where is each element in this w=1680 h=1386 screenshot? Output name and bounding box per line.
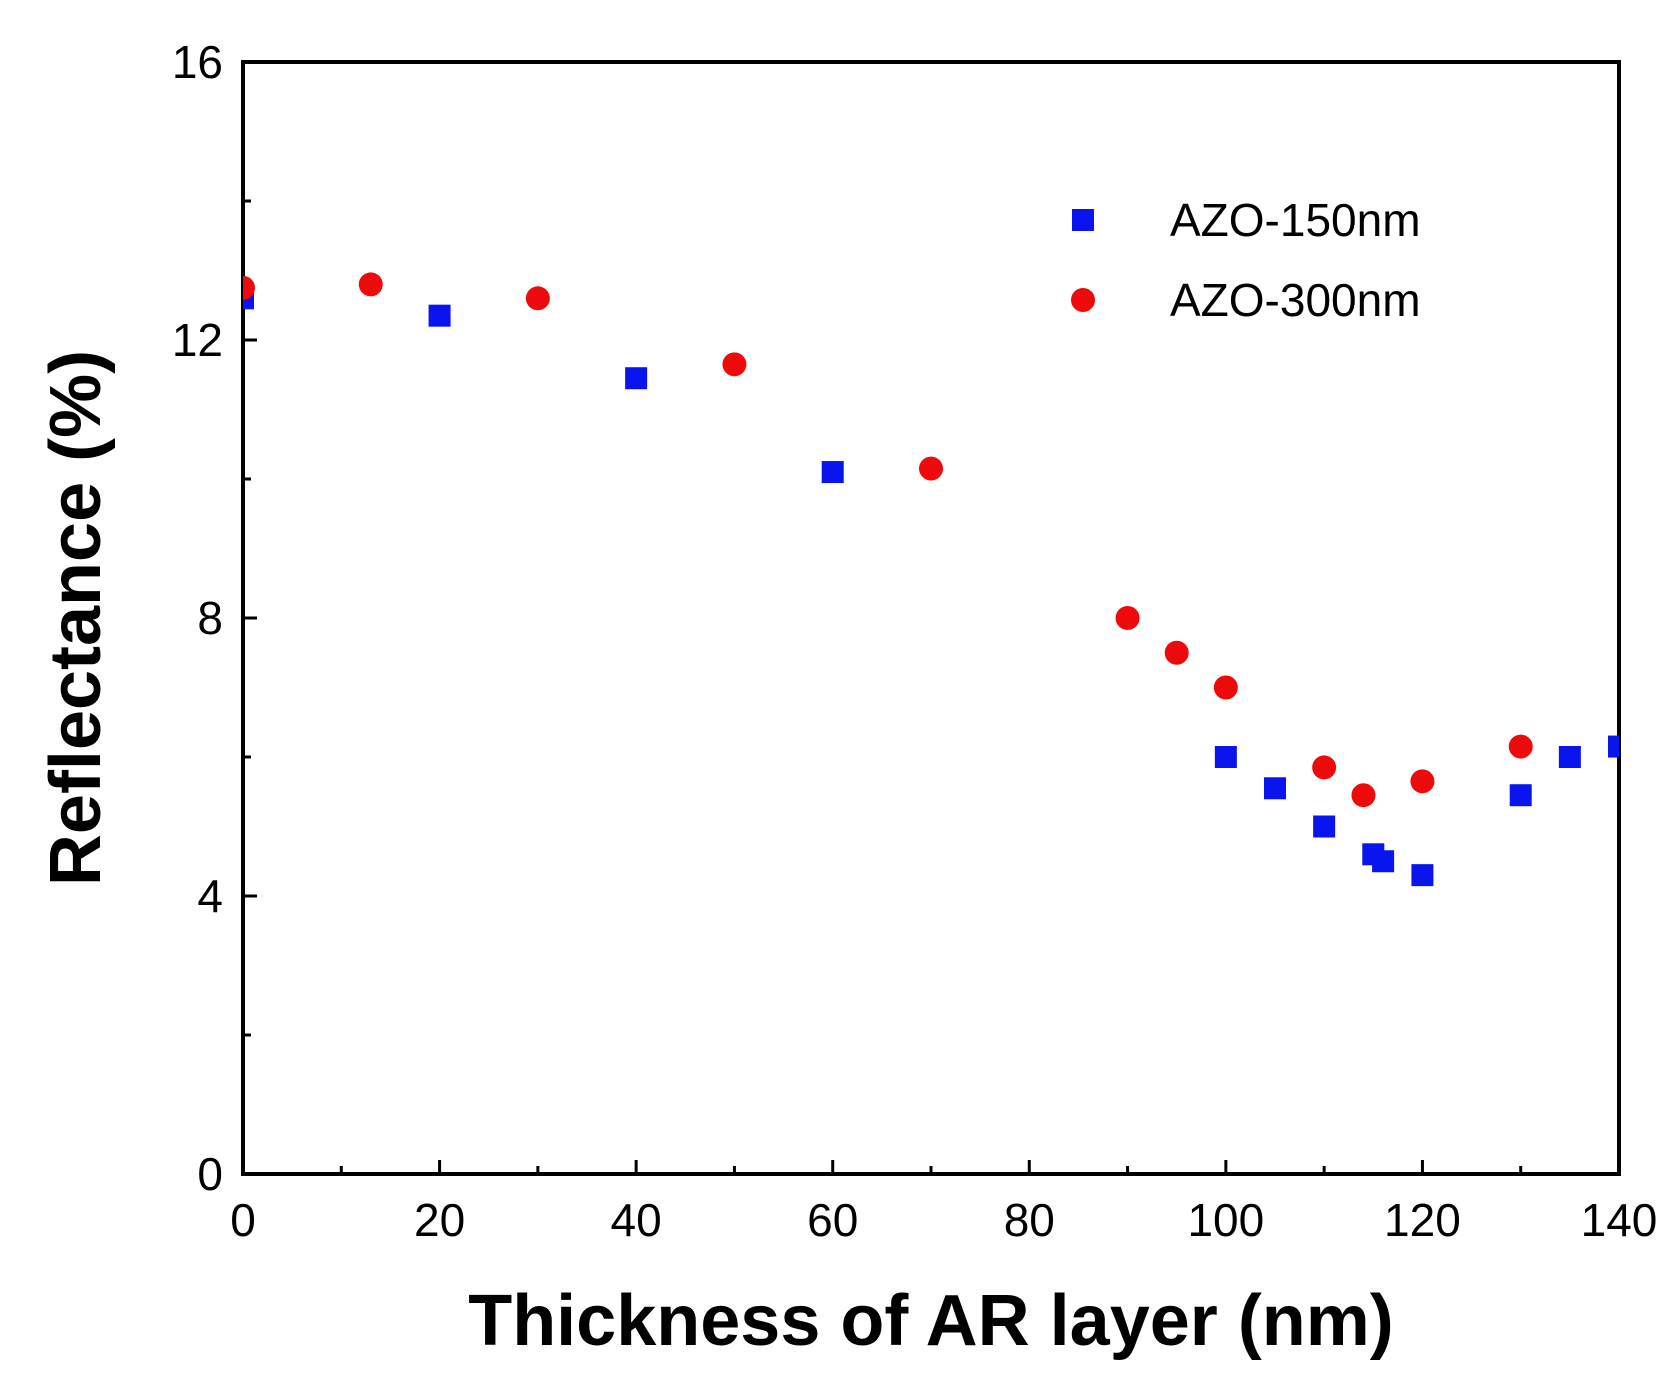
data-point <box>1509 784 1532 807</box>
data-point <box>1313 815 1336 838</box>
legend-label: AZO-150nm <box>1170 194 1421 246</box>
y-axis-title: Reflectance (%) <box>36 350 116 886</box>
data-point <box>1312 755 1337 780</box>
x-tick-label: 140 <box>1581 1194 1658 1246</box>
y-tick-label: 12 <box>172 314 223 366</box>
x-tick-label: 20 <box>414 1194 465 1246</box>
x-axis-tick-labels: 0 20 40 60 80 100 120 140 <box>230 1194 1657 1246</box>
y-axis-tick-labels: 0 4 8 12 16 <box>172 36 223 1200</box>
data-point <box>1164 640 1189 665</box>
data-point <box>625 367 648 390</box>
legend: AZO-150nm AZO-300nm <box>1071 194 1421 326</box>
x-tick-label: 60 <box>807 1194 858 1246</box>
series-0 <box>243 287 1619 887</box>
x-axis-title: Thickness of AR layer (nm) <box>468 1281 1394 1361</box>
series-1 <box>243 272 1533 808</box>
legend-item: AZO-150nm <box>1072 194 1421 246</box>
x-tick-label: 0 <box>230 1194 256 1246</box>
y-tick-label: 8 <box>197 592 223 644</box>
data-point <box>1115 606 1140 630</box>
data-point <box>1351 783 1376 808</box>
data-points <box>243 272 1619 887</box>
data-point <box>1213 675 1238 700</box>
y-tick-label: 4 <box>197 870 223 922</box>
legend-marker <box>1072 209 1094 231</box>
data-point <box>428 304 451 327</box>
data-point <box>722 352 747 377</box>
data-point <box>1608 735 1619 758</box>
data-point <box>1214 746 1237 768</box>
x-tick-label: 40 <box>611 1194 662 1246</box>
x-tick-label: 80 <box>1004 1194 1055 1246</box>
y-tick-label: 16 <box>172 36 223 88</box>
data-point <box>1411 864 1434 887</box>
data-point <box>1508 734 1533 759</box>
data-point <box>919 456 943 481</box>
data-point <box>1264 777 1286 800</box>
y-tick-label: 0 <box>197 1148 223 1200</box>
data-point <box>1558 746 1581 768</box>
data-point <box>821 461 844 484</box>
data-point <box>525 286 550 311</box>
y-axis-ticks <box>243 60 257 1176</box>
data-point <box>1410 769 1435 794</box>
data-point <box>358 272 383 297</box>
legend-label: AZO-300nm <box>1170 274 1421 326</box>
legend-marker <box>1071 288 1095 312</box>
x-axis-ticks <box>241 1160 1621 1174</box>
x-tick-label: 100 <box>1187 1194 1264 1246</box>
data-point <box>243 275 255 300</box>
x-tick-label: 120 <box>1384 1194 1461 1246</box>
legend-item: AZO-300nm <box>1071 274 1421 326</box>
data-point <box>1372 850 1395 873</box>
